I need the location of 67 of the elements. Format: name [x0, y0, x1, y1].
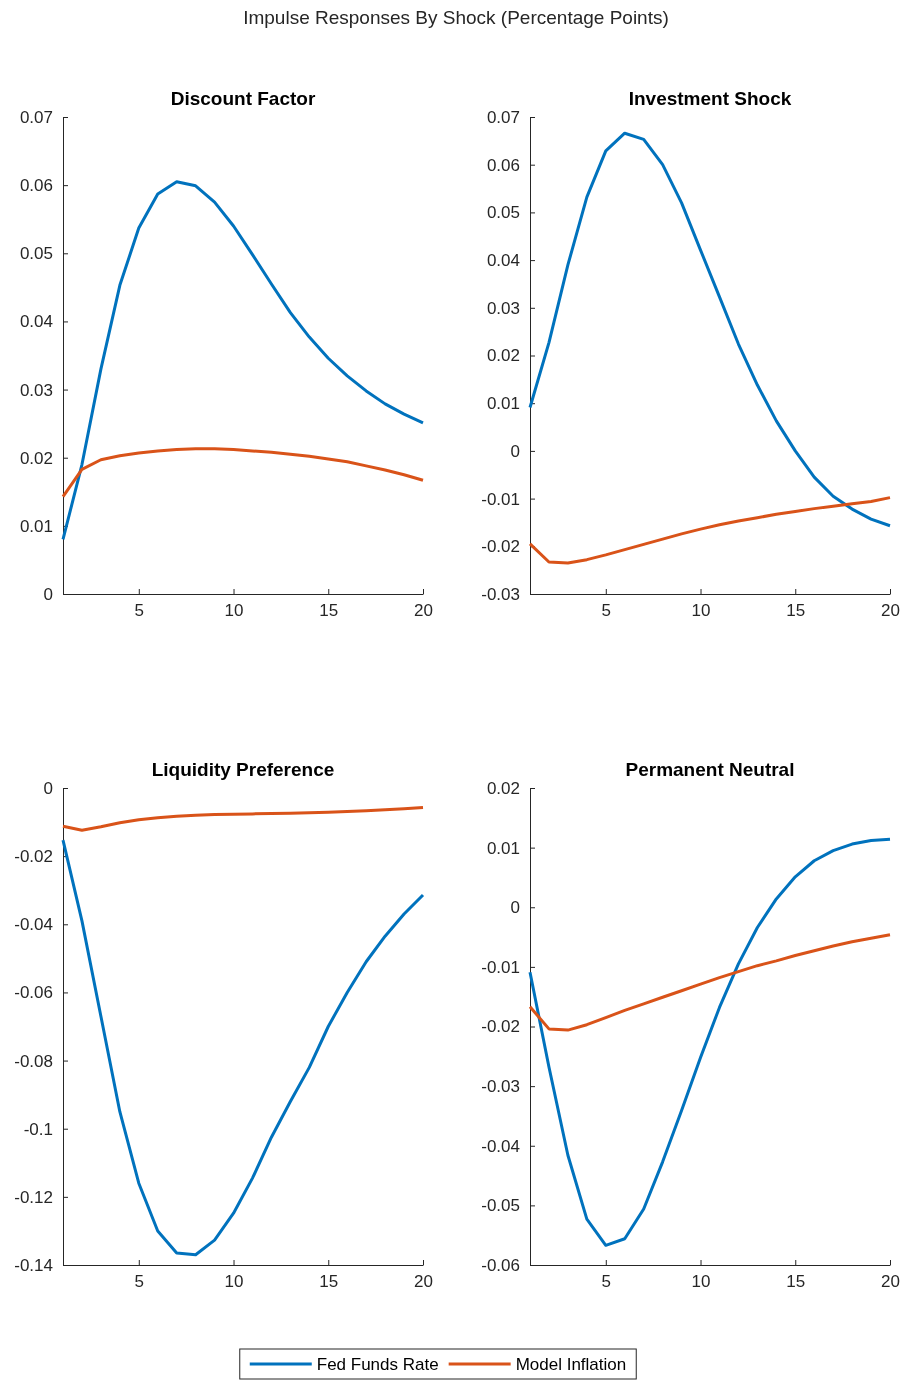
line-series	[61, 180, 425, 541]
line-series	[528, 131, 892, 528]
y-tick-label: -0.14	[14, 1255, 53, 1275]
x-tick-label: 20	[414, 601, 433, 621]
text: Impulse Responses By Shock (Percentage Points)	[243, 7, 669, 28]
x-tick-label: 5	[134, 1272, 145, 1292]
x-tick-label: 5	[601, 601, 612, 621]
y-tick-label: 0	[43, 778, 53, 798]
y-tick-label: 0.04	[19, 312, 53, 332]
chart-title: Investment Shock	[628, 88, 792, 109]
y-tick-label: -0.1	[23, 1119, 53, 1139]
y-tick-label: 0.03	[19, 380, 53, 400]
y-tick-label: 0.01	[486, 394, 520, 414]
y-tick-label: -0.08	[14, 1051, 53, 1071]
y-tick-label: 0.07	[19, 107, 53, 127]
y-tick-label: -0.05	[481, 1196, 520, 1216]
x-tick-label: 20	[881, 601, 900, 621]
y-tick-label: 0.01	[19, 516, 53, 536]
y-tick-label: 0.04	[486, 251, 520, 271]
y-tick-label: 0.02	[486, 778, 520, 798]
y-tick-label: 0.03	[486, 298, 520, 318]
y-tick-label: -0.03	[481, 1077, 520, 1097]
y-tick-label: 0.05	[486, 203, 520, 223]
chart-title: Permanent Neutral	[625, 759, 795, 780]
chart-title: Liquidity Preference	[151, 759, 335, 780]
y-tick-label: 0.06	[486, 155, 520, 175]
y-tick-label: -0.01	[481, 489, 520, 509]
x-tick-label: 15	[786, 601, 806, 621]
y-tick-label: -0.06	[14, 983, 53, 1003]
x-tick-label: 10	[691, 601, 711, 621]
x-tick-label: 15	[786, 1272, 806, 1292]
x-tick-label: 5	[134, 601, 145, 621]
y-tick-label: -0.04	[481, 1136, 520, 1156]
y-tick-label: -0.03	[481, 584, 520, 604]
x-tick-label: 5	[601, 1272, 612, 1292]
y-tick-label: 0.01	[486, 838, 520, 858]
y-tick-label: 0.02	[19, 448, 53, 468]
y-tick-label: -0.12	[14, 1187, 53, 1207]
legend-label: Model Inflation	[515, 1355, 627, 1374]
x-tick-label: 20	[881, 1272, 900, 1292]
x-tick-label: 15	[319, 1272, 339, 1292]
y-tick-label: 0.02	[486, 346, 520, 366]
x-tick-label: 10	[224, 601, 244, 621]
y-tick-label: 0	[510, 441, 520, 461]
y-tick-label: -0.06	[481, 1255, 520, 1275]
legend-label: Fed Funds Rate	[316, 1355, 439, 1374]
x-tick-label: 20	[414, 1272, 433, 1292]
y-tick-label: 0.05	[19, 244, 53, 264]
line-series	[528, 837, 892, 1247]
y-tick-label: -0.02	[481, 1017, 520, 1037]
line-series	[528, 933, 892, 1032]
x-tick-label: 15	[319, 601, 339, 621]
line-series	[61, 805, 425, 832]
y-tick-label: -0.01	[481, 957, 520, 977]
y-tick-label: -0.04	[14, 915, 53, 935]
y-tick-label: 0.07	[486, 107, 520, 127]
y-tick-label: -0.02	[481, 537, 520, 557]
y-tick-label: 0	[510, 898, 520, 918]
y-tick-label: -0.02	[14, 847, 53, 867]
y-tick-label: 0.06	[19, 176, 53, 196]
line-series	[61, 838, 425, 1257]
x-tick-label: 10	[691, 1272, 711, 1292]
x-tick-label: 10	[224, 1272, 244, 1292]
line-series	[61, 447, 425, 499]
chart-title: Discount Factor	[170, 88, 316, 109]
line-series	[528, 496, 892, 565]
y-tick-label: 0	[43, 584, 53, 604]
